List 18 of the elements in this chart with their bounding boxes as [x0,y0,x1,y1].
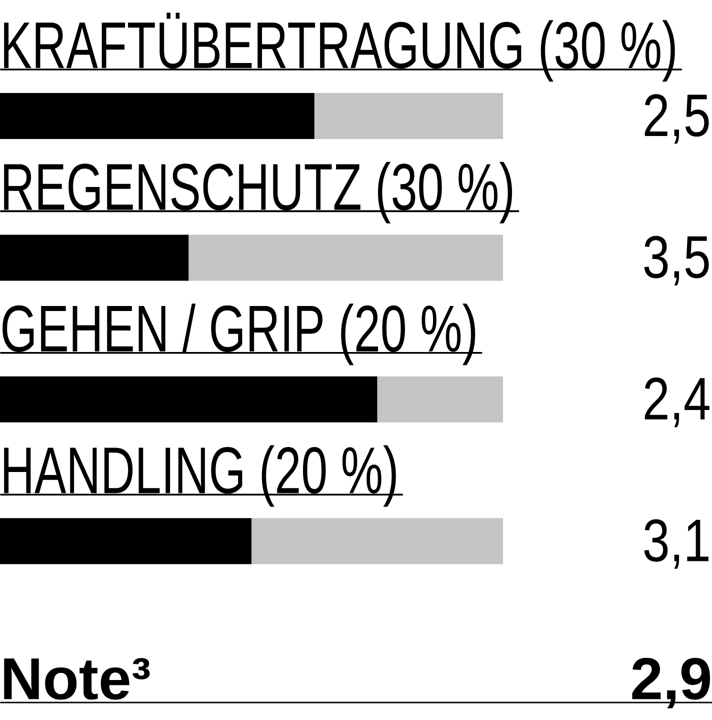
bar [0,234,189,281]
y-tick-label: KRAFTÜBERTRAGUNG (30 %) [4,12,675,82]
y-tick-label: REGENSCHUTZ (30 %) [4,162,512,224]
text: 2,4 [644,378,710,428]
bar [0,376,378,422]
bar [377,376,504,422]
text: 2,9 [632,658,710,708]
text: Note³ [4,658,150,700]
bar [0,518,252,564]
text: 3,5 [644,236,709,286]
y-tick-label: GEHEN / GRIP (20 %) [2,304,476,366]
bar [188,234,504,281]
bar [314,93,504,139]
text: 2,5 [644,94,709,144]
bar [252,518,504,564]
bar [0,93,314,139]
text: 3,1 [644,519,708,569]
y-tick-label: HANDLING (20 %) [4,445,396,507]
